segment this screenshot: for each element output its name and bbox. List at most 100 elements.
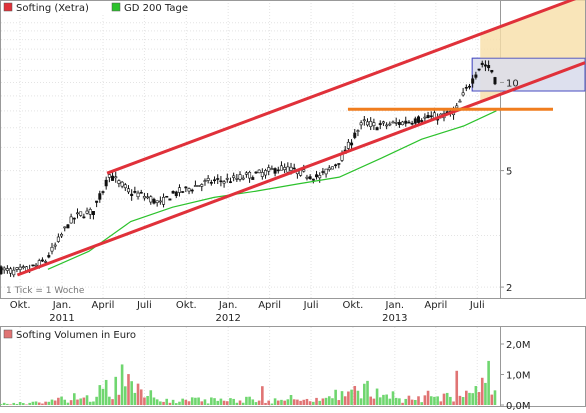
volume-bar bbox=[455, 370, 459, 405]
volume-bar bbox=[130, 381, 133, 405]
trend-channel-lower bbox=[16, 61, 586, 277]
candle-body bbox=[270, 168, 274, 170]
volume-bar bbox=[146, 395, 149, 405]
candle-body bbox=[225, 178, 229, 180]
volume-bar bbox=[375, 388, 379, 405]
candle-body bbox=[66, 224, 70, 229]
volume-bar bbox=[407, 395, 411, 405]
volume-bar bbox=[289, 395, 293, 405]
volume-bar bbox=[458, 395, 462, 405]
volume-bar bbox=[50, 399, 54, 405]
volume-bar bbox=[25, 404, 28, 405]
volume-bar bbox=[85, 395, 89, 405]
volume-bar bbox=[401, 402, 404, 405]
candle-body bbox=[471, 78, 475, 84]
candle-body bbox=[327, 167, 331, 170]
candle-body bbox=[88, 209, 92, 215]
candle-body bbox=[362, 119, 366, 122]
volume-bar bbox=[206, 403, 210, 405]
candle-body bbox=[257, 169, 261, 174]
volume-bar bbox=[426, 390, 430, 405]
volume-bar bbox=[139, 389, 143, 405]
volume-bar bbox=[273, 398, 277, 405]
candle-body bbox=[18, 266, 22, 270]
candle-body bbox=[219, 180, 223, 183]
candle-body bbox=[216, 178, 220, 180]
volume-bar bbox=[436, 396, 439, 405]
candle-body bbox=[72, 217, 76, 220]
volume-bar bbox=[264, 402, 267, 405]
volume-bar bbox=[203, 399, 207, 405]
volume-bar bbox=[0, 404, 3, 405]
candle-body bbox=[375, 127, 379, 131]
volume-bar bbox=[484, 382, 487, 405]
volume-bar bbox=[363, 383, 366, 405]
candle-body bbox=[474, 74, 478, 78]
volume-bar bbox=[168, 402, 172, 405]
volume-bar bbox=[337, 400, 341, 405]
candle-body bbox=[107, 174, 111, 178]
volume-bar bbox=[410, 399, 414, 405]
candle-body bbox=[356, 130, 360, 132]
candle-body bbox=[477, 68, 481, 71]
candle-body bbox=[139, 191, 143, 194]
volume-bar bbox=[76, 399, 79, 405]
candle-body bbox=[241, 177, 245, 180]
volume-bar bbox=[471, 393, 474, 405]
candle-body bbox=[82, 216, 86, 219]
candle-body bbox=[490, 69, 494, 73]
candle-body bbox=[420, 120, 424, 123]
candle-body bbox=[292, 167, 296, 170]
volume-bar bbox=[414, 399, 417, 405]
candle-body bbox=[152, 198, 156, 204]
candle-body bbox=[142, 195, 146, 199]
candle-body bbox=[276, 169, 280, 172]
volume-bar bbox=[101, 388, 105, 405]
candle-body bbox=[267, 167, 271, 172]
volume-bar bbox=[194, 397, 197, 405]
candle-body bbox=[391, 121, 395, 124]
legend-label-ma200: GD 200 Tage bbox=[124, 3, 188, 14]
volume-bar bbox=[388, 398, 392, 405]
candle-body bbox=[461, 92, 465, 96]
volume-bar bbox=[159, 401, 162, 405]
vol-y-tick-label: 2,0M bbox=[506, 340, 531, 351]
candle-body bbox=[381, 121, 385, 124]
volume-bar bbox=[181, 398, 184, 405]
volume-bar bbox=[305, 398, 309, 405]
candle-body bbox=[369, 121, 373, 127]
candle-body bbox=[315, 174, 319, 178]
volume-bar bbox=[452, 401, 455, 405]
candle-body bbox=[305, 176, 309, 179]
volume-bar bbox=[2, 402, 6, 405]
candle-body bbox=[244, 172, 248, 175]
volume-bar bbox=[442, 393, 446, 405]
candle-body bbox=[337, 163, 341, 165]
candle-body bbox=[120, 181, 124, 187]
volume-bar bbox=[123, 386, 127, 405]
volume-bar bbox=[308, 401, 312, 405]
candle-body bbox=[171, 191, 175, 194]
candle-body bbox=[279, 165, 283, 171]
candle-body bbox=[162, 196, 166, 205]
volume-bar bbox=[79, 398, 82, 405]
candle-body bbox=[404, 120, 408, 124]
candle-body bbox=[455, 105, 459, 109]
candle-body bbox=[187, 188, 191, 192]
candle-body bbox=[2, 267, 6, 271]
volume-bar bbox=[219, 398, 223, 405]
x-tick-label: April bbox=[258, 300, 281, 311]
ma200-line bbox=[47, 110, 497, 270]
x-tick-label: Jan. bbox=[218, 300, 238, 311]
range-box-overlay bbox=[471, 57, 586, 92]
legend-label-price: Softing (Xetra) bbox=[16, 3, 89, 14]
volume-bar bbox=[111, 399, 114, 405]
candle-body bbox=[248, 172, 252, 179]
candle-body bbox=[397, 122, 401, 125]
volume-bar bbox=[487, 360, 490, 405]
volume-bar bbox=[276, 400, 280, 405]
candle-body bbox=[155, 200, 159, 203]
volume-bar bbox=[114, 376, 118, 405]
volume-bar bbox=[53, 400, 57, 405]
candle-body bbox=[40, 259, 44, 262]
